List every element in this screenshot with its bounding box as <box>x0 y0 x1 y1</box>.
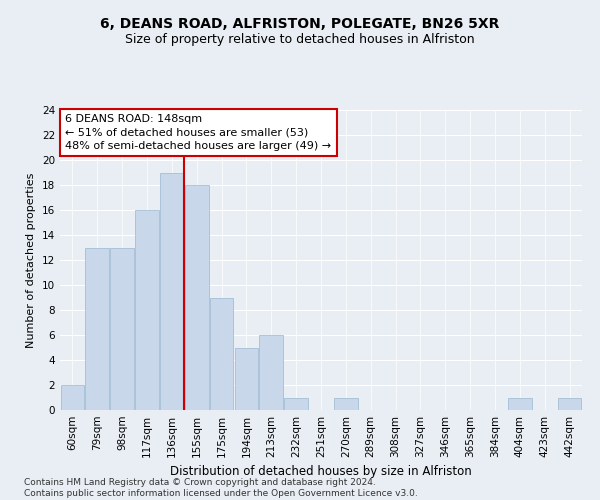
Bar <box>508 398 532 410</box>
Y-axis label: Number of detached properties: Number of detached properties <box>26 172 37 348</box>
Bar <box>284 398 308 410</box>
Text: 6 DEANS ROAD: 148sqm
← 51% of detached houses are smaller (53)
48% of semi-detac: 6 DEANS ROAD: 148sqm ← 51% of detached h… <box>65 114 331 151</box>
Bar <box>210 298 233 410</box>
Bar <box>160 172 184 410</box>
X-axis label: Distribution of detached houses by size in Alfriston: Distribution of detached houses by size … <box>170 466 472 478</box>
Text: 6, DEANS ROAD, ALFRISTON, POLEGATE, BN26 5XR: 6, DEANS ROAD, ALFRISTON, POLEGATE, BN26… <box>100 18 500 32</box>
Bar <box>558 398 581 410</box>
Bar <box>135 210 159 410</box>
Text: Contains HM Land Registry data © Crown copyright and database right 2024.
Contai: Contains HM Land Registry data © Crown c… <box>24 478 418 498</box>
Bar <box>85 248 109 410</box>
Bar <box>334 398 358 410</box>
Bar <box>110 248 134 410</box>
Text: Size of property relative to detached houses in Alfriston: Size of property relative to detached ho… <box>125 32 475 46</box>
Bar <box>61 385 84 410</box>
Bar <box>259 335 283 410</box>
Bar <box>185 185 209 410</box>
Bar <box>235 348 258 410</box>
